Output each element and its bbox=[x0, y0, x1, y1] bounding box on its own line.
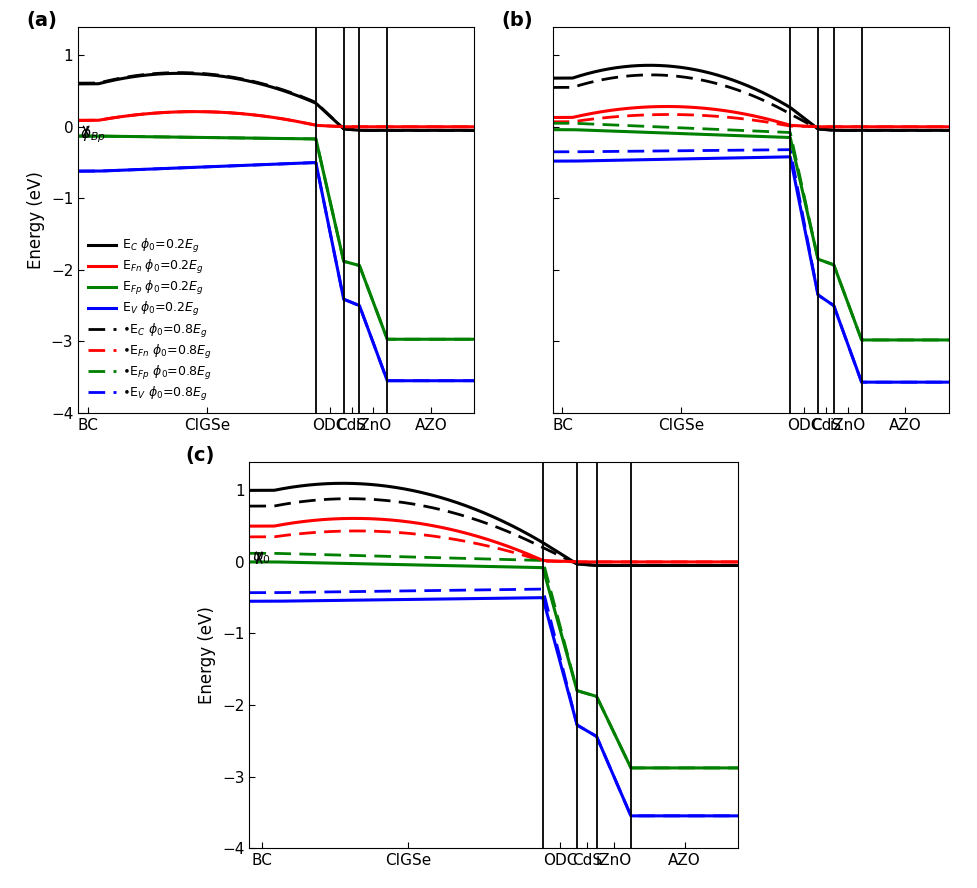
Text: (a): (a) bbox=[26, 12, 58, 30]
Y-axis label: Energy (eV): Energy (eV) bbox=[27, 170, 45, 269]
Text: $\psi_0$: $\psi_0$ bbox=[252, 550, 270, 566]
Y-axis label: Energy (eV): Energy (eV) bbox=[198, 606, 216, 704]
Legend: E$_C$ $\phi_0$=0.2$E_g$, E$_{Fn}$ $\phi_0$=0.2$E_g$, E$_{Fp}$ $\phi_0$=0.2$E_g$,: E$_C$ $\phi_0$=0.2$E_g$, E$_{Fn}$ $\phi_… bbox=[84, 234, 216, 407]
Text: (b): (b) bbox=[500, 12, 532, 30]
Text: (c): (c) bbox=[186, 447, 215, 465]
Text: $\phi_{Bp}$: $\phi_{Bp}$ bbox=[80, 124, 106, 146]
